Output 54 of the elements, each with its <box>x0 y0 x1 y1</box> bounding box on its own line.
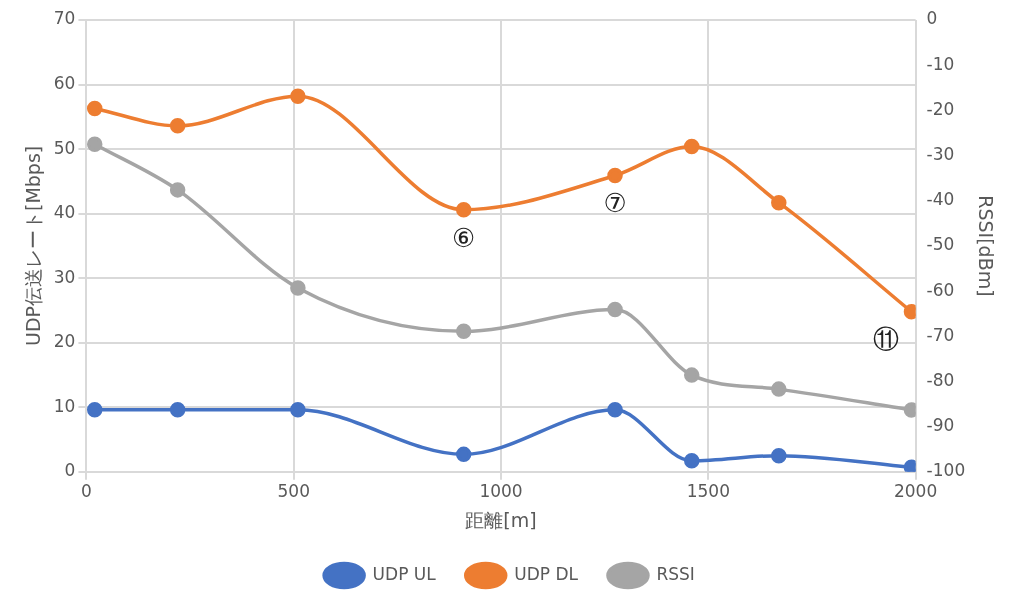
y-tick-label: 20 <box>53 331 76 352</box>
legend-label: UDP UL <box>372 563 437 584</box>
y2-tick-label: -20 <box>926 98 955 119</box>
x-tick-label: 0 <box>81 481 92 502</box>
point <box>169 402 186 418</box>
y-axis-title: UDP伝送レート[Mbps] <box>22 145 45 347</box>
y2-tick-label: -80 <box>926 369 955 390</box>
y-tick-label: 0 <box>64 460 76 481</box>
y2-tick-label: 0 <box>926 8 938 29</box>
point <box>607 167 623 184</box>
point <box>455 323 472 340</box>
annotation: ⑪ <box>872 324 899 355</box>
y2-tick-label: -60 <box>926 279 955 300</box>
y2-tick-label: -40 <box>926 189 955 210</box>
annotation: ⑦ <box>603 188 627 219</box>
y-tick-label: 30 <box>53 266 76 287</box>
point <box>607 402 623 418</box>
y2-tick-label: -30 <box>926 143 955 164</box>
y2-tick-label: -90 <box>926 415 955 436</box>
point <box>290 88 306 104</box>
y-tick-label: 50 <box>53 137 76 158</box>
x-tick-label: 1500 <box>686 481 730 502</box>
y-tick-label: 10 <box>53 395 76 416</box>
point <box>169 118 186 134</box>
y2-axis-title: RSSI[dBm] <box>974 195 997 297</box>
point <box>771 194 787 211</box>
point <box>169 182 186 198</box>
y2-tick-label: -100 <box>926 460 966 481</box>
x-axis-title: 距離[m] <box>465 508 537 531</box>
annotation: ⑥ <box>452 222 476 253</box>
legend-label: UDP DL <box>514 563 579 584</box>
y-tick-label: 60 <box>53 72 76 93</box>
y-tick-label: 40 <box>53 202 76 223</box>
point <box>455 202 472 218</box>
legend-label: RSSI <box>656 563 695 584</box>
y2-tick-label: -10 <box>926 53 955 74</box>
point <box>771 447 787 464</box>
x-tick-label: 500 <box>277 481 310 502</box>
point <box>290 280 306 296</box>
y-tick-label: 70 <box>53 8 76 29</box>
point <box>683 453 700 469</box>
point <box>683 367 700 383</box>
point <box>683 138 700 155</box>
point <box>455 446 472 463</box>
y2-tick-label: -70 <box>926 324 955 345</box>
point <box>290 402 306 418</box>
x-tick-label: 2000 <box>893 481 938 502</box>
point <box>771 381 787 397</box>
point <box>86 136 103 152</box>
y2-tick-label: -50 <box>926 234 955 255</box>
x-tick-label: 1000 <box>479 481 523 502</box>
point <box>607 301 623 318</box>
point <box>86 402 103 418</box>
point <box>86 100 103 117</box>
